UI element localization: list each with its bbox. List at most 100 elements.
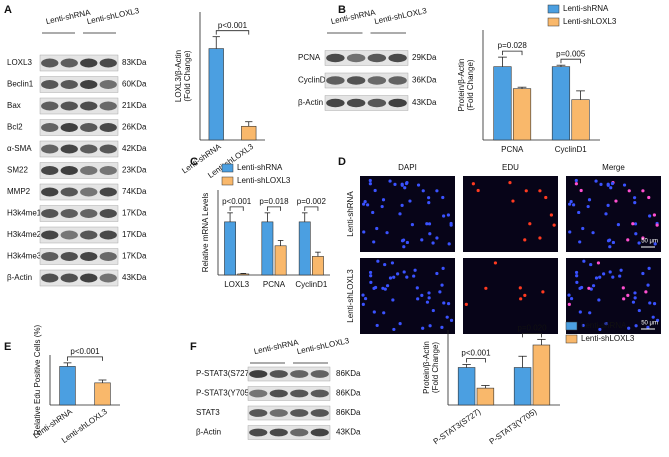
cell bbox=[622, 183, 627, 187]
cell bbox=[442, 301, 446, 305]
cell bbox=[655, 223, 659, 227]
blot-band bbox=[388, 98, 407, 108]
blot-band bbox=[80, 166, 98, 175]
cell bbox=[599, 182, 603, 187]
blot-band bbox=[41, 273, 59, 283]
blot-label: P-STAT3(Y705) bbox=[196, 389, 252, 398]
cell bbox=[586, 204, 590, 209]
cell bbox=[569, 296, 574, 301]
sig-bracket bbox=[267, 206, 281, 211]
cell bbox=[427, 296, 431, 300]
cell bbox=[431, 308, 435, 313]
blot-strip bbox=[39, 248, 119, 265]
cell bbox=[627, 189, 631, 193]
cell bbox=[579, 188, 583, 193]
cell bbox=[523, 238, 527, 242]
cell bbox=[544, 195, 548, 200]
legend-swatch bbox=[221, 163, 234, 173]
cell bbox=[538, 189, 542, 193]
cell bbox=[368, 178, 372, 183]
blot-band bbox=[99, 101, 117, 111]
sig-label: p<0.001 bbox=[218, 21, 248, 30]
cell bbox=[577, 210, 581, 215]
legend-label: Lenti-shLOXL3 bbox=[563, 17, 617, 26]
blot-size: 17KDa bbox=[122, 252, 147, 261]
blot-band bbox=[99, 230, 117, 240]
cell bbox=[511, 199, 515, 203]
bar bbox=[532, 344, 551, 406]
cell bbox=[619, 268, 623, 272]
blot-band bbox=[388, 76, 407, 85]
blot-strip bbox=[39, 205, 119, 222]
cell bbox=[427, 222, 432, 226]
cell bbox=[363, 200, 367, 204]
blot-band bbox=[99, 144, 117, 154]
sig-bracket bbox=[215, 30, 250, 35]
cell bbox=[569, 200, 573, 204]
blot-strip bbox=[39, 76, 119, 93]
cell bbox=[622, 297, 626, 301]
cell bbox=[606, 239, 611, 243]
cell bbox=[427, 291, 431, 295]
sig-bracket bbox=[522, 332, 542, 338]
cell bbox=[435, 189, 439, 193]
cell bbox=[380, 204, 384, 209]
blot-band bbox=[41, 101, 59, 111]
legend-label: Lenti-shRNA bbox=[563, 4, 609, 13]
cell bbox=[637, 241, 641, 245]
blot-band bbox=[60, 230, 78, 240]
x-tick-label: LOXL3 bbox=[224, 280, 249, 289]
blot-strip bbox=[39, 54, 119, 72]
blot-size: 86KDa bbox=[336, 389, 361, 398]
blot-band bbox=[290, 428, 309, 437]
cell bbox=[641, 236, 645, 240]
cell bbox=[366, 203, 370, 207]
cell bbox=[582, 259, 586, 263]
sig-label: p=0.028 bbox=[498, 41, 528, 50]
blot-band bbox=[99, 80, 117, 89]
y-axis-label: Relative Edu Positive Cells (%) bbox=[33, 325, 42, 436]
cell bbox=[382, 311, 386, 315]
blot-strip bbox=[39, 119, 119, 136]
cell bbox=[655, 318, 660, 322]
blot-strip bbox=[39, 140, 119, 158]
blot-band bbox=[310, 409, 329, 417]
cell bbox=[441, 195, 445, 200]
cell bbox=[383, 287, 387, 291]
blot-size: 23KDa bbox=[122, 166, 147, 175]
cell bbox=[614, 199, 618, 203]
cell bbox=[631, 300, 636, 304]
cell bbox=[648, 214, 652, 218]
blot-band bbox=[41, 58, 59, 68]
cell bbox=[446, 302, 451, 306]
legend-swatch bbox=[565, 321, 578, 331]
cell bbox=[425, 222, 429, 226]
blot-strip bbox=[247, 386, 331, 401]
cell bbox=[381, 286, 385, 290]
blot-label: H3k4me1 bbox=[7, 209, 42, 218]
cell bbox=[652, 302, 657, 306]
cell bbox=[653, 242, 657, 246]
blot-strip bbox=[39, 97, 119, 115]
x-tick-label: P-STAT3(Y705) bbox=[488, 407, 539, 447]
cell bbox=[400, 239, 405, 243]
blot-band bbox=[269, 428, 288, 437]
cell bbox=[647, 195, 651, 200]
cell bbox=[523, 293, 527, 297]
cell bbox=[637, 308, 641, 313]
sig-label: p=0.005 bbox=[556, 49, 586, 58]
cell bbox=[405, 240, 409, 245]
blot-size: 60KDa bbox=[122, 80, 147, 89]
y-axis-label: (Fold Change) bbox=[431, 342, 440, 393]
blot-size: 43KDa bbox=[122, 273, 147, 282]
cell bbox=[609, 186, 613, 190]
blot-label: β-Actin bbox=[7, 273, 32, 282]
blot-band bbox=[249, 389, 268, 398]
blot-band bbox=[310, 428, 329, 437]
cell bbox=[388, 179, 392, 183]
blot-band bbox=[60, 252, 78, 261]
blot-band bbox=[367, 98, 387, 108]
cell bbox=[598, 327, 602, 332]
blot-strip bbox=[324, 50, 409, 66]
